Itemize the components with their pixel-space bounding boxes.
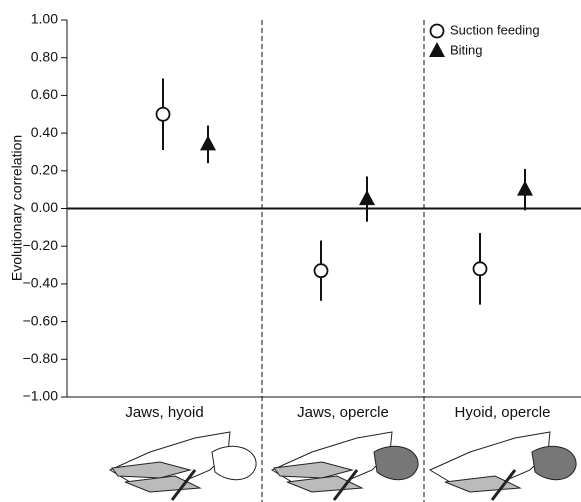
fish-illustrations [108, 431, 577, 501]
x-tick-label: Jaws, hyoid [125, 404, 203, 421]
data-point [517, 180, 533, 196]
fish-jaws-opercle [270, 431, 419, 501]
y-tick-label: −0.40 [23, 275, 59, 291]
legend-label: Suction feeding [450, 22, 540, 37]
legend-marker [429, 23, 445, 39]
y-tick-label: −1.00 [23, 388, 59, 404]
y-tick-label: 0.40 [31, 124, 58, 140]
data-point [472, 261, 488, 277]
data-point [359, 190, 375, 206]
y-tick-label: −0.20 [23, 237, 59, 253]
x-tick-label: Hyoid, opercle [455, 404, 551, 421]
y-tick-label: 0.80 [31, 48, 58, 64]
y-tick-label: 0.60 [31, 86, 58, 102]
data-point [313, 263, 329, 279]
x-tick-label: Jaws, opercle [297, 404, 389, 421]
y-tick-label: 1.00 [31, 11, 58, 27]
legend-label: Biting [450, 42, 483, 57]
y-tick-label: 0.20 [31, 162, 58, 178]
y-tick-label: 0.00 [31, 199, 58, 215]
data-point [155, 106, 171, 122]
y-tick-label: −0.60 [23, 312, 59, 328]
data-point [200, 135, 216, 151]
legend-marker [429, 42, 445, 57]
y-axis-label: Evolutionary correlation [9, 135, 25, 281]
y-tick-label: −0.80 [23, 350, 59, 366]
fish-jaws-hyoid [108, 431, 257, 501]
fish-hyoid-opercle [428, 431, 577, 501]
